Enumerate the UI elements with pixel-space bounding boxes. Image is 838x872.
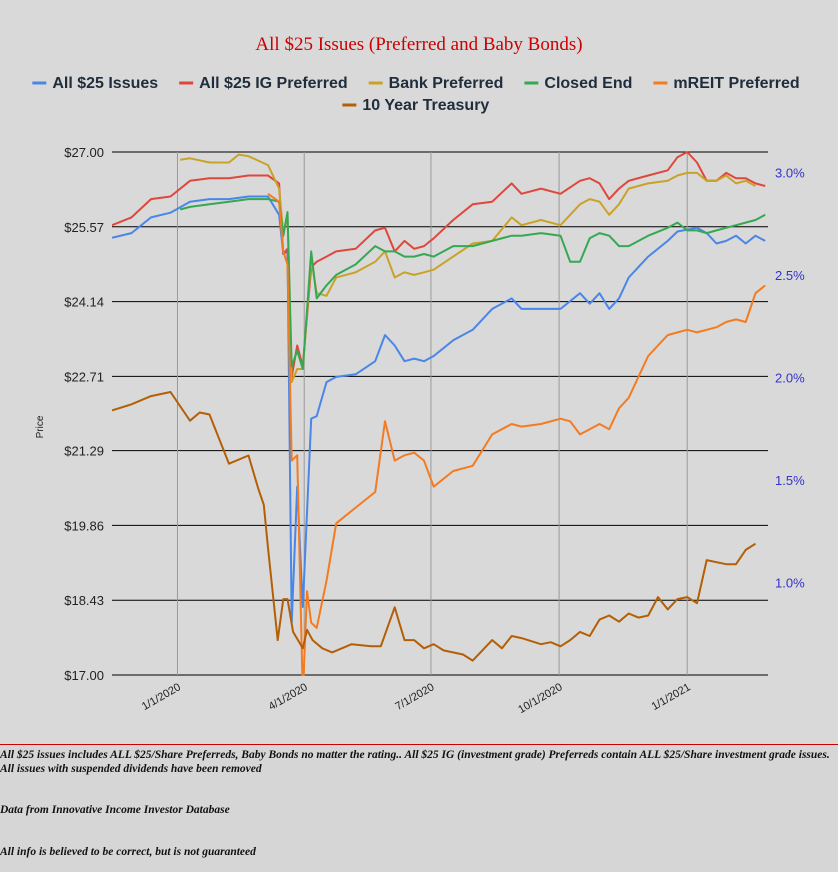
y2-tick-label: 1.5% bbox=[775, 473, 805, 488]
grid bbox=[112, 151, 768, 676]
y-tick-label: $18.43 bbox=[64, 593, 104, 608]
x-tick-label: 4/1/2020 bbox=[267, 681, 310, 713]
y-tick-label: $19.86 bbox=[64, 518, 104, 533]
x-tick-label: 1/1/2021 bbox=[650, 681, 693, 713]
legend-label: All $25 IG Preferred bbox=[199, 75, 348, 92]
y-tick-label: $21.29 bbox=[64, 444, 104, 459]
y-tick-label: $25.57 bbox=[64, 220, 104, 235]
legend-label: mREIT Preferred bbox=[673, 75, 799, 92]
line-chart: All $25 Issues (Preferred and Baby Bonds… bbox=[32, 34, 805, 716]
y2-tick-label: 1.0% bbox=[775, 576, 805, 591]
legend-label: 10 Year Treasury bbox=[362, 97, 489, 114]
y2-tick-label: 2.5% bbox=[775, 268, 805, 283]
y-axis: $27.00 $25.57 $24.14 $22.71 $21.29 $19.86 $18.… bbox=[64, 145, 104, 683]
y-tick-label: $22.71 bbox=[64, 369, 104, 384]
y2-tick-label: 2.0% bbox=[775, 371, 805, 386]
series-line-all-25-ig-preferred bbox=[112, 151, 766, 378]
legend-item-mreit-preferred: mREIT Preferred bbox=[653, 75, 800, 92]
legend-item-10-year-treasury: 10 Year Treasury bbox=[342, 97, 489, 114]
divider bbox=[0, 744, 838, 745]
legend: All $25 Issues All $25 IG Preferred Bank P… bbox=[32, 75, 800, 114]
series-line-mreit-preferred bbox=[267, 192, 766, 676]
x-tick-label: 7/1/2020 bbox=[393, 681, 436, 713]
y-tick-label: $17.00 bbox=[64, 668, 104, 683]
series-group bbox=[112, 151, 766, 676]
series-line-10-year-treasury bbox=[112, 391, 757, 662]
series-line-bank-preferred bbox=[180, 153, 756, 384]
x-tick-label: 10/1/2020 bbox=[516, 681, 564, 716]
legend-label: Bank Preferred bbox=[389, 75, 504, 92]
legend-label: All $25 Issues bbox=[52, 75, 158, 92]
x-tick-label: 1/1/2020 bbox=[140, 681, 183, 713]
y2-axis: 3.0% 2.5% 2.0% 1.5% 1.0% bbox=[775, 166, 805, 591]
footnote-source: Data from Innovative Income Investor Dat… bbox=[0, 804, 230, 816]
legend-item-all-25-ig-preferred: All $25 IG Preferred bbox=[179, 75, 348, 92]
legend-item-closed-end: Closed End bbox=[524, 75, 632, 92]
footnote-description: All $25 issues includes ALL $25/Share Pr… bbox=[0, 749, 830, 775]
y-tick-label: $27.00 bbox=[64, 145, 104, 160]
chart-area: All $25 Issues (Preferred and Baby Bonds… bbox=[32, 34, 806, 717]
chart-title: All $25 Issues (Preferred and Baby Bonds… bbox=[255, 34, 582, 55]
footnote-disclaimer: All info is believed to be correct, but … bbox=[0, 846, 256, 858]
y-tick-label: $24.14 bbox=[64, 295, 104, 310]
y2-tick-label: 3.0% bbox=[775, 166, 805, 181]
legend-item-all-25-issues: All $25 Issues bbox=[32, 75, 158, 92]
footnotes: All $25 issues includes ALL $25/Share Pr… bbox=[0, 746, 838, 872]
legend-label: Closed End bbox=[544, 75, 632, 92]
x-axis: 1/1/2020 4/1/2020 7/1/2020 10/1/2020 1/1/202… bbox=[140, 681, 693, 716]
legend-item-bank-preferred: Bank Preferred bbox=[368, 75, 504, 92]
series-line-closed-end bbox=[179, 198, 766, 370]
series-line-all-25-issues bbox=[112, 195, 766, 624]
y-axis-label: Price bbox=[35, 415, 46, 438]
